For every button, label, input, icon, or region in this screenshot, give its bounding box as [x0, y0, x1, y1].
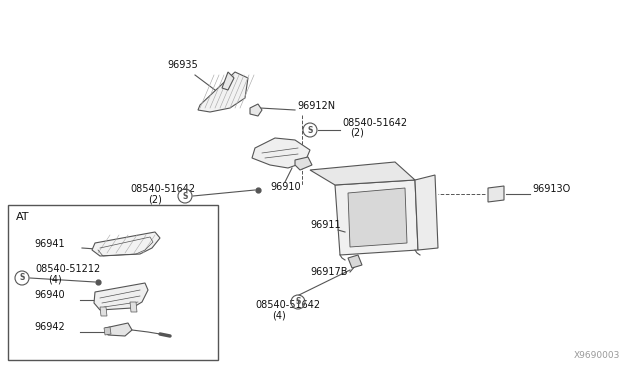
Polygon shape: [222, 72, 234, 90]
Text: 96940: 96940: [34, 290, 65, 300]
Polygon shape: [252, 138, 310, 168]
Polygon shape: [105, 323, 132, 336]
Text: 96910: 96910: [270, 182, 301, 192]
Text: 96942: 96942: [34, 322, 65, 332]
Polygon shape: [415, 175, 438, 250]
Text: 96935: 96935: [167, 60, 198, 70]
Polygon shape: [100, 307, 107, 316]
Bar: [8, 205, 218, 360]
Text: (4): (4): [48, 274, 61, 284]
Text: 08540-51642: 08540-51642: [130, 184, 195, 194]
Polygon shape: [335, 180, 418, 255]
Polygon shape: [130, 302, 137, 312]
Polygon shape: [104, 327, 111, 335]
Text: 96912N: 96912N: [297, 101, 335, 111]
Polygon shape: [348, 255, 362, 268]
Polygon shape: [348, 188, 407, 247]
Text: S: S: [19, 273, 25, 282]
Text: 08540-51212: 08540-51212: [35, 264, 100, 274]
Text: (2): (2): [148, 194, 162, 204]
Polygon shape: [310, 162, 415, 185]
Text: 96941: 96941: [34, 239, 65, 249]
Text: (4): (4): [272, 310, 285, 320]
Polygon shape: [92, 232, 160, 256]
Polygon shape: [250, 104, 262, 116]
Polygon shape: [488, 186, 504, 202]
Text: S: S: [295, 298, 301, 307]
Text: 96913O: 96913O: [532, 184, 570, 194]
Text: AT: AT: [16, 212, 29, 222]
Text: S: S: [182, 192, 188, 201]
Text: 96911: 96911: [310, 220, 340, 230]
Text: 08540-51642: 08540-51642: [342, 118, 407, 128]
Text: 08540-51642: 08540-51642: [255, 300, 320, 310]
Text: X9690003: X9690003: [573, 351, 620, 360]
Text: S: S: [307, 125, 313, 135]
Text: (2): (2): [350, 127, 364, 137]
Polygon shape: [94, 283, 148, 310]
Text: 96917B: 96917B: [310, 267, 348, 277]
Polygon shape: [198, 72, 248, 112]
Polygon shape: [295, 157, 312, 170]
